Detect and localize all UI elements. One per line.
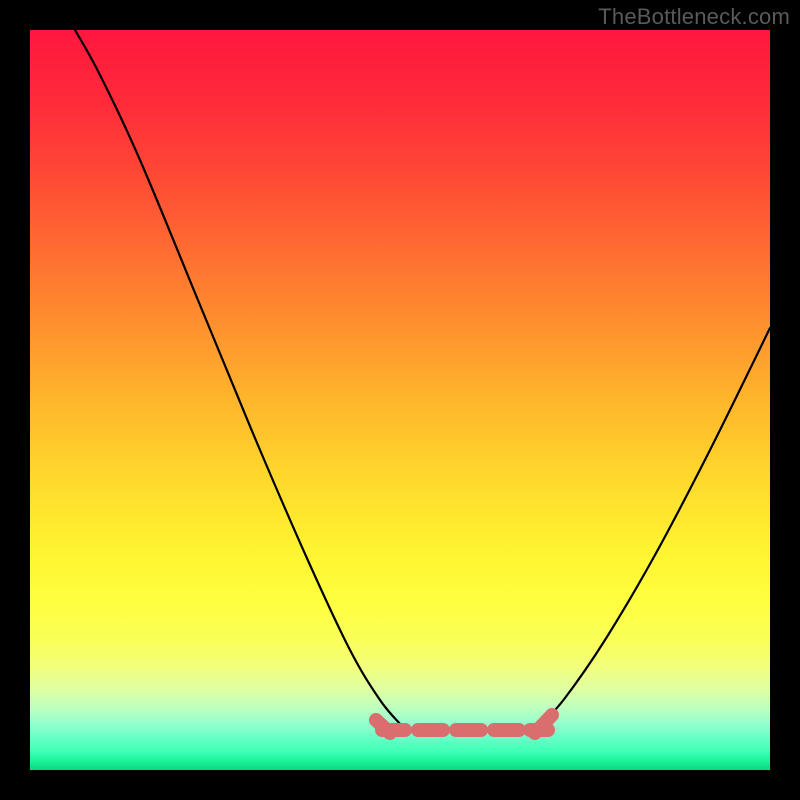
chart-frame: TheBottleneck.com	[0, 0, 800, 800]
curve-right-branch	[540, 328, 770, 726]
marker-band	[376, 715, 552, 733]
plot-area	[30, 30, 770, 770]
curve-left-branch	[75, 30, 402, 726]
watermark-text: TheBottleneck.com	[598, 4, 790, 30]
curve-layer	[30, 30, 770, 770]
